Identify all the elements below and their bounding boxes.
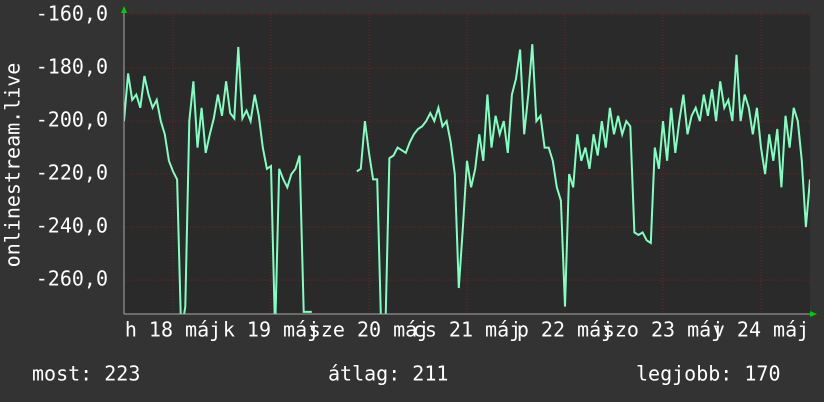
x-tick-label: szo 23 máj xyxy=(603,318,723,342)
series-line xyxy=(124,44,810,314)
lines xyxy=(124,44,810,314)
footer-best: legjobb: 170 xyxy=(636,362,781,386)
y-arrow xyxy=(121,6,127,13)
y-tick-label: -160,0 xyxy=(36,2,108,26)
y-axis-title: onlinestream.live xyxy=(1,63,25,268)
x-tick-label: p 22 máj xyxy=(517,318,613,342)
x-tick-label: sze 20 máj xyxy=(309,318,429,342)
y-tick-label: -180,0 xyxy=(36,55,108,79)
x-arrow xyxy=(810,311,817,317)
x-tick-label: k 19 máj xyxy=(223,318,319,342)
y-tick-label: -240,0 xyxy=(36,214,108,238)
x-tick-label: v 24 máj xyxy=(713,318,809,342)
x-tick-label: h 18 máj xyxy=(125,318,221,342)
footer-now: most: 223 xyxy=(32,362,140,386)
y-tick-label: -220,0 xyxy=(36,161,108,185)
x-tick-label: cs 21 máj xyxy=(413,318,521,342)
footer-avg: átlag: 211 xyxy=(328,362,448,386)
y-tick-label: -260,0 xyxy=(36,267,108,291)
y-tick-label: -200,0 xyxy=(36,108,108,132)
